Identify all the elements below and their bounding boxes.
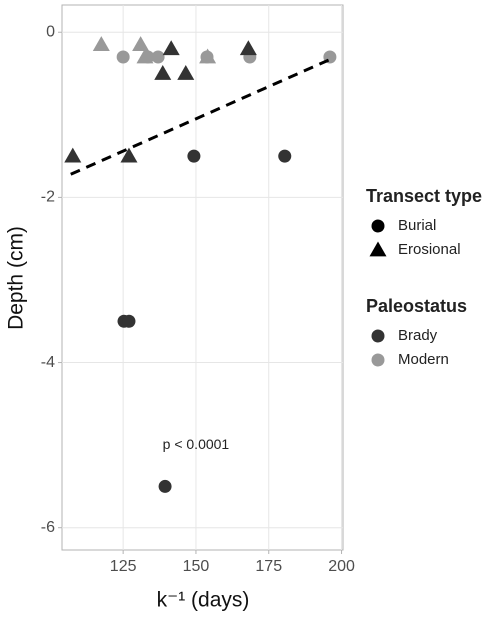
y-axis-title: Depth (cm): [5, 226, 28, 330]
point: [132, 36, 150, 52]
point: [162, 40, 180, 56]
x-tick-label: 175: [255, 558, 282, 575]
legend-label: Erosional: [398, 241, 461, 258]
y-tick-label: -4: [41, 354, 55, 371]
trend-line: [70, 58, 331, 176]
point: [278, 149, 292, 163]
x-axis-title: k⁻¹ (days): [157, 589, 250, 612]
legend-key: [369, 241, 387, 257]
point: [122, 314, 136, 328]
legend-title: Transect type: [366, 186, 482, 206]
annotation: p < 0.0001: [163, 436, 230, 452]
y-tick-label: 0: [46, 23, 55, 40]
y-tick-label: -2: [41, 189, 55, 206]
point: [120, 147, 138, 163]
legend-title: Paleostatus: [366, 296, 467, 316]
x-tick-label: 150: [183, 558, 210, 575]
legend-key: [371, 329, 385, 343]
point: [177, 65, 195, 80]
point: [187, 149, 201, 163]
x-tick-label: 125: [110, 558, 137, 575]
point: [154, 65, 172, 80]
legend-label: Brady: [398, 327, 438, 344]
legend-label: Burial: [398, 217, 436, 234]
point: [158, 479, 172, 493]
x-tick-label: 200: [328, 558, 355, 575]
point: [136, 48, 154, 64]
point: [116, 50, 130, 64]
legend-key: [371, 353, 385, 367]
point: [239, 40, 257, 56]
plot-panel: [61, 4, 344, 551]
grid: [62, 5, 343, 550]
y-tick-label: -6: [41, 519, 55, 536]
point: [151, 50, 165, 64]
point: [64, 147, 82, 163]
point: [92, 36, 110, 52]
legend-label: Modern: [398, 351, 449, 368]
legend-key: [371, 219, 385, 233]
point: [199, 48, 217, 64]
